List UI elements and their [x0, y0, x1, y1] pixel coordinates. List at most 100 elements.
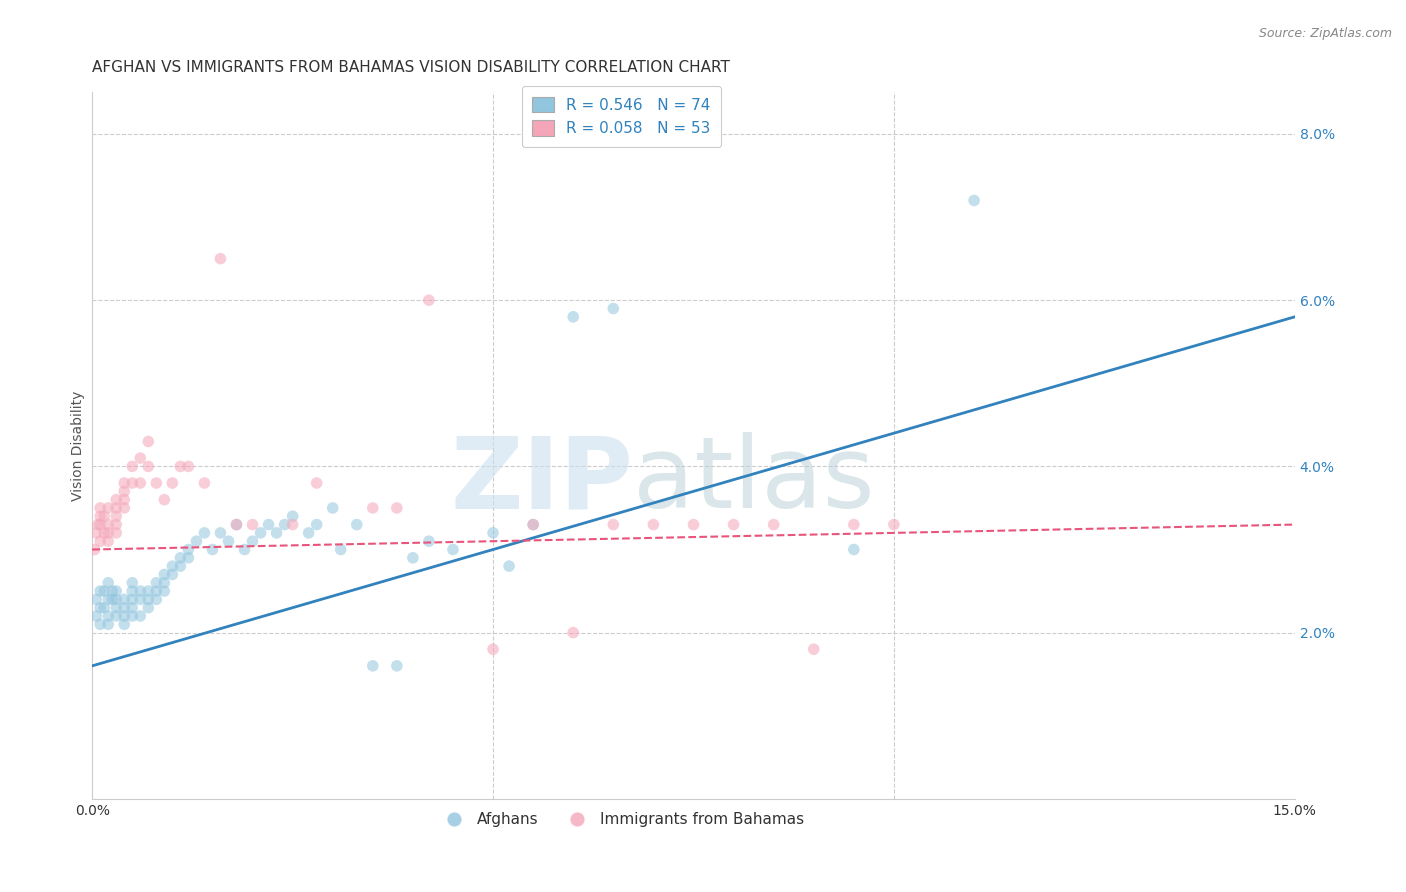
Point — [136, 600, 159, 615]
Point — [136, 592, 159, 607]
Point — [266, 525, 288, 540]
Point — [162, 476, 184, 491]
Point — [105, 500, 128, 515]
Point — [249, 525, 271, 540]
Point — [883, 517, 905, 532]
Point — [482, 642, 505, 657]
Point — [361, 500, 384, 515]
Point — [562, 310, 585, 324]
Point — [963, 194, 986, 208]
Point — [682, 517, 704, 532]
Point — [153, 584, 176, 599]
Legend: Afghans, Immigrants from Bahamas: Afghans, Immigrants from Bahamas — [433, 806, 810, 833]
Text: AFGHAN VS IMMIGRANTS FROM BAHAMAS VISION DISABILITY CORRELATION CHART: AFGHAN VS IMMIGRANTS FROM BAHAMAS VISION… — [93, 60, 730, 75]
Point — [112, 592, 135, 607]
Point — [803, 642, 825, 657]
Point — [101, 592, 124, 607]
Point — [121, 600, 143, 615]
Point — [145, 476, 167, 491]
Point — [105, 592, 128, 607]
Point — [89, 509, 111, 524]
Point — [162, 567, 184, 582]
Point — [112, 617, 135, 632]
Point — [257, 517, 280, 532]
Point — [209, 525, 232, 540]
Point — [177, 550, 200, 565]
Point — [89, 584, 111, 599]
Point — [136, 434, 159, 449]
Point — [186, 534, 208, 549]
Point — [177, 459, 200, 474]
Point — [112, 600, 135, 615]
Point — [169, 550, 191, 565]
Point — [643, 517, 665, 532]
Point — [84, 609, 107, 624]
Point — [105, 509, 128, 524]
Point — [602, 517, 624, 532]
Point — [522, 517, 544, 532]
Point — [93, 600, 115, 615]
Point — [233, 542, 256, 557]
Point — [112, 492, 135, 507]
Point — [93, 509, 115, 524]
Point — [97, 517, 120, 532]
Point — [121, 609, 143, 624]
Point — [418, 534, 440, 549]
Point — [482, 525, 505, 540]
Point — [105, 525, 128, 540]
Point — [346, 517, 368, 532]
Point — [105, 492, 128, 507]
Point — [385, 658, 408, 673]
Point — [83, 542, 105, 557]
Point — [193, 525, 215, 540]
Point — [121, 575, 143, 590]
Point — [322, 500, 344, 515]
Point — [129, 584, 152, 599]
Point — [87, 517, 110, 532]
Point — [89, 500, 111, 515]
Point — [153, 575, 176, 590]
Point — [242, 517, 264, 532]
Point — [105, 517, 128, 532]
Point — [121, 592, 143, 607]
Text: Source: ZipAtlas.com: Source: ZipAtlas.com — [1258, 27, 1392, 40]
Point — [602, 301, 624, 316]
Point — [418, 293, 440, 308]
Point — [209, 252, 232, 266]
Point — [89, 617, 111, 632]
Point — [97, 575, 120, 590]
Point — [112, 484, 135, 499]
Point — [305, 517, 328, 532]
Point — [112, 476, 135, 491]
Point — [105, 584, 128, 599]
Point — [298, 525, 321, 540]
Point — [97, 609, 120, 624]
Point — [225, 517, 247, 532]
Point — [121, 476, 143, 491]
Point — [129, 476, 152, 491]
Point — [97, 592, 120, 607]
Point — [281, 517, 304, 532]
Point — [842, 517, 865, 532]
Point — [218, 534, 240, 549]
Point — [136, 459, 159, 474]
Y-axis label: Vision Disability: Vision Disability — [72, 391, 86, 500]
Point — [84, 525, 107, 540]
Point — [329, 542, 352, 557]
Point — [842, 542, 865, 557]
Point — [145, 592, 167, 607]
Point — [129, 451, 152, 466]
Point — [129, 592, 152, 607]
Point — [562, 625, 585, 640]
Point — [201, 542, 224, 557]
Point — [89, 534, 111, 549]
Point — [762, 517, 785, 532]
Point — [402, 550, 425, 565]
Point — [89, 600, 111, 615]
Point — [97, 500, 120, 515]
Text: ZIP: ZIP — [450, 433, 633, 530]
Point — [522, 517, 544, 532]
Point — [97, 617, 120, 632]
Point — [281, 509, 304, 524]
Point — [169, 559, 191, 574]
